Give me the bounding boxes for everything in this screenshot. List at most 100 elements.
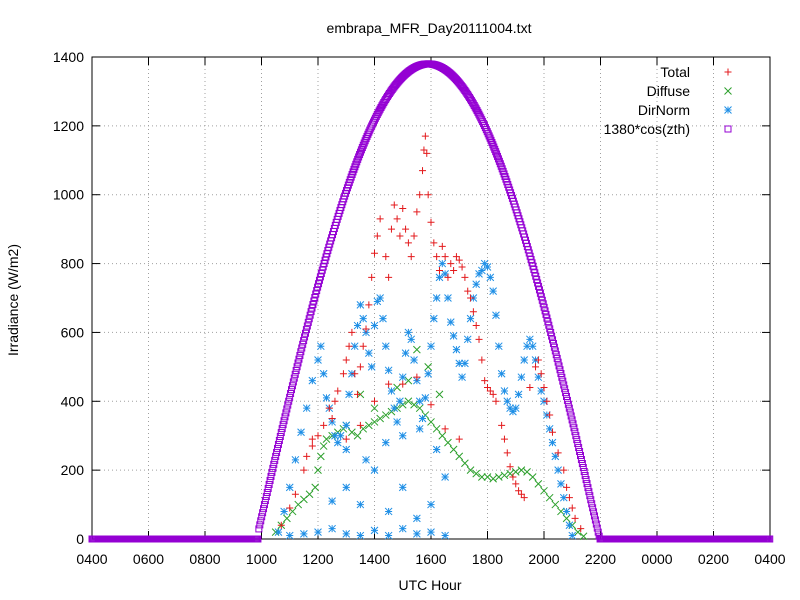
x-tick-label: 0200: [698, 551, 729, 567]
cosine-point: [256, 521, 264, 529]
total-point: [489, 390, 497, 398]
diffuse-point: [316, 452, 325, 461]
cosine-point: [582, 476, 590, 484]
dirnorm-point: [404, 328, 413, 337]
diffuse-point: [444, 438, 452, 447]
total-point: [291, 490, 299, 498]
cosine-point: [257, 517, 265, 525]
total-point: [424, 191, 432, 199]
cosine-point: [587, 496, 595, 504]
dirnorm-point: [300, 529, 308, 538]
diffuse-point: [432, 424, 441, 433]
total-point: [447, 260, 455, 268]
cosine-point: [494, 152, 502, 160]
x-tick-label: 0800: [189, 551, 220, 567]
cosine-point: [570, 424, 578, 432]
dirnorm-point: [356, 500, 365, 509]
y-axis-label: Irradiance (W/m2): [5, 244, 21, 356]
dirnorm-point: [432, 294, 441, 302]
dirnorm-point: [463, 335, 472, 344]
total-point: [303, 452, 311, 460]
cosine-point: [357, 146, 365, 154]
cosine-point: [574, 440, 582, 448]
dirnorm-point: [526, 335, 534, 344]
cosine-point: [543, 314, 551, 322]
dirnorm-point: [314, 356, 322, 364]
cosine-point: [549, 340, 557, 348]
dirnorm-point: [285, 483, 294, 492]
total-point: [475, 335, 483, 343]
cosine-point: [594, 528, 602, 536]
diffuse-point: [472, 469, 481, 478]
dirnorm-point: [356, 531, 365, 540]
diffuse-point: [353, 431, 362, 440]
total-point: [404, 239, 412, 247]
legend-marker: [724, 87, 732, 95]
diffuse-point: [461, 459, 469, 468]
dirnorm-point: [398, 431, 407, 440]
cosine-point: [556, 366, 564, 374]
dirnorm-point: [291, 455, 300, 464]
cosine-point: [566, 408, 574, 416]
total-point: [498, 421, 506, 429]
total-point: [435, 266, 443, 274]
total-point: [455, 435, 463, 443]
cosine-point: [260, 501, 268, 509]
total-point: [342, 356, 350, 364]
dirnorm-point: [342, 421, 351, 430]
dirnorm-point: [381, 438, 390, 447]
cosine-point: [274, 440, 282, 448]
dirnorm-point: [449, 332, 458, 340]
diffuse-point: [410, 400, 418, 409]
total-point: [433, 253, 441, 261]
dirnorm-point: [489, 287, 498, 295]
x-tick-label: 1200: [302, 551, 333, 567]
cosine-point: [276, 432, 284, 440]
dirnorm-point: [396, 397, 404, 406]
total-point: [450, 266, 458, 274]
dirnorm-point: [427, 528, 435, 536]
cosine-point: [293, 363, 301, 371]
cosine-point: [361, 137, 369, 145]
dirnorm-point: [410, 356, 418, 364]
total-point: [481, 377, 489, 385]
total-point: [354, 390, 362, 398]
dirnorm-point: [381, 342, 390, 351]
cosine-point: [585, 488, 593, 496]
dirnorm-point: [483, 263, 492, 271]
x-tick-label: 2000: [528, 551, 559, 567]
cosine-point: [267, 472, 275, 480]
dirnorm-point: [520, 356, 529, 364]
dirnorm-point: [302, 404, 311, 413]
cosine-point: [550, 343, 558, 351]
dirnorm-point: [446, 318, 455, 326]
dirnorm-point: [342, 483, 351, 492]
diffuse-point: [311, 483, 320, 492]
y-tick-label: 0: [76, 531, 84, 547]
cosine-point: [544, 318, 552, 326]
cosine-point: [583, 480, 591, 488]
total-point: [540, 384, 548, 392]
dirnorm-point: [486, 273, 495, 282]
cosine-point: [296, 351, 304, 359]
total-point: [438, 242, 446, 250]
dirnorm-point: [379, 314, 387, 323]
total-point: [532, 363, 540, 371]
dirnorm-point: [331, 431, 339, 440]
dirnorm-point: [398, 483, 407, 492]
dirnorm-point: [494, 342, 503, 351]
total-point: [351, 370, 359, 378]
cosine-point: [493, 150, 501, 158]
dirnorm-point: [545, 424, 554, 433]
total-point: [407, 253, 415, 261]
total-point: [441, 253, 449, 261]
dirnorm-point: [413, 514, 421, 523]
dirnorm-point: [548, 438, 557, 447]
total-point: [441, 425, 449, 433]
cosine-point: [264, 484, 272, 492]
cosine-point: [285, 397, 293, 405]
cosine-point: [354, 155, 362, 163]
dirnorm-point: [342, 529, 351, 538]
dirnorm-point: [401, 349, 410, 357]
